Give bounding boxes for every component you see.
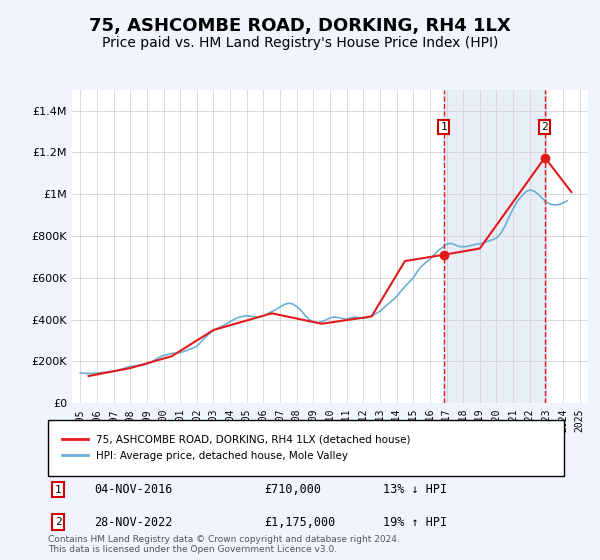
Text: 13% ↓ HPI: 13% ↓ HPI — [383, 483, 448, 496]
Text: £710,000: £710,000 — [265, 483, 322, 496]
Text: 2: 2 — [55, 517, 62, 527]
Text: Contains HM Land Registry data © Crown copyright and database right 2024.
This d: Contains HM Land Registry data © Crown c… — [48, 535, 400, 554]
FancyBboxPatch shape — [48, 420, 564, 476]
Text: £1,175,000: £1,175,000 — [265, 516, 336, 529]
Text: 75, ASHCOMBE ROAD, DORKING, RH4 1LX: 75, ASHCOMBE ROAD, DORKING, RH4 1LX — [89, 17, 511, 35]
Text: 1: 1 — [55, 484, 62, 494]
Bar — [444, 90, 545, 403]
Text: 1: 1 — [440, 122, 447, 132]
Text: 28-NOV-2022: 28-NOV-2022 — [94, 516, 173, 529]
Text: 2: 2 — [542, 122, 548, 132]
Text: 04-NOV-2016: 04-NOV-2016 — [94, 483, 173, 496]
Text: Price paid vs. HM Land Registry's House Price Index (HPI): Price paid vs. HM Land Registry's House … — [102, 36, 498, 50]
Text: 19% ↑ HPI: 19% ↑ HPI — [383, 516, 448, 529]
Legend: 75, ASHCOMBE ROAD, DORKING, RH4 1LX (detached house), HPI: Average price, detach: 75, ASHCOMBE ROAD, DORKING, RH4 1LX (det… — [53, 427, 419, 469]
